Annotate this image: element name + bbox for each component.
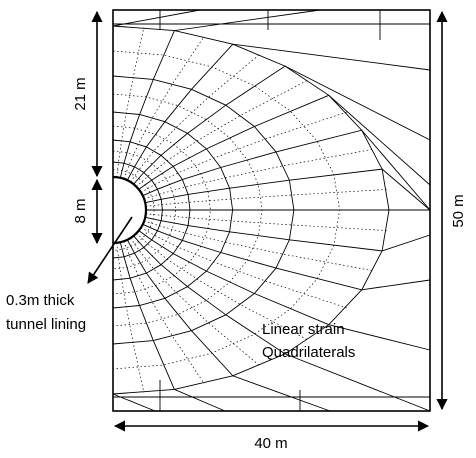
mesh-midside-radial bbox=[130, 53, 261, 183]
mesh-midside-radial bbox=[136, 233, 309, 341]
mesh-radial-line bbox=[142, 223, 431, 291]
mesh-midside-radial bbox=[116, 242, 145, 393]
label-element-line1: Linear strain bbox=[262, 321, 345, 338]
domain-boundary bbox=[112, 9, 431, 412]
mesh-radial-line bbox=[138, 230, 431, 351]
mesh-radial-line bbox=[126, 43, 431, 181]
mesh-midside-radial bbox=[140, 111, 347, 193]
mesh-radial-line bbox=[112, 243, 156, 412]
mesh-radial-line bbox=[119, 9, 321, 178]
mesh-midside-radial bbox=[123, 36, 205, 180]
mesh-radial-line bbox=[142, 129, 431, 211]
label-lining-line2: tunnel lining bbox=[6, 316, 86, 333]
mesh-midside-radial bbox=[116, 27, 145, 178]
mesh-midside-radial bbox=[140, 227, 347, 309]
label-element-line2: Quadrilaterals bbox=[262, 344, 355, 361]
mesh-radial-line bbox=[119, 242, 226, 412]
lining-pointer-arrow bbox=[87, 216, 133, 284]
mesh-radial-line bbox=[145, 168, 431, 211]
mesh-radial-line bbox=[112, 9, 201, 177]
mesh-midside-radial bbox=[130, 237, 261, 367]
mesh-midside-ring bbox=[112, 169, 155, 251]
mesh-element-edges bbox=[112, 9, 431, 412]
label-50m: 50 m bbox=[450, 194, 467, 227]
label-21m: 21 m bbox=[72, 77, 89, 110]
mesh-radial-line bbox=[138, 94, 431, 190]
mesh-radial-line bbox=[126, 239, 331, 412]
mesh-radial-line bbox=[145, 216, 431, 252]
tunnel-lining bbox=[112, 175, 148, 245]
mesh-midside-radial bbox=[145, 213, 388, 231]
label-40m: 40 m bbox=[254, 435, 287, 452]
mesh-midside-ring bbox=[112, 150, 177, 270]
label-8m: 8 m bbox=[72, 198, 89, 223]
mesh-radial-line bbox=[133, 235, 431, 412]
mesh-radial-line bbox=[133, 65, 431, 185]
mesh-midside-radial bbox=[145, 189, 388, 207]
mesh-midside-radial bbox=[123, 240, 205, 384]
mesh-midside-radial bbox=[136, 79, 309, 187]
label-lining-line1: 0.3m thick bbox=[6, 292, 75, 309]
